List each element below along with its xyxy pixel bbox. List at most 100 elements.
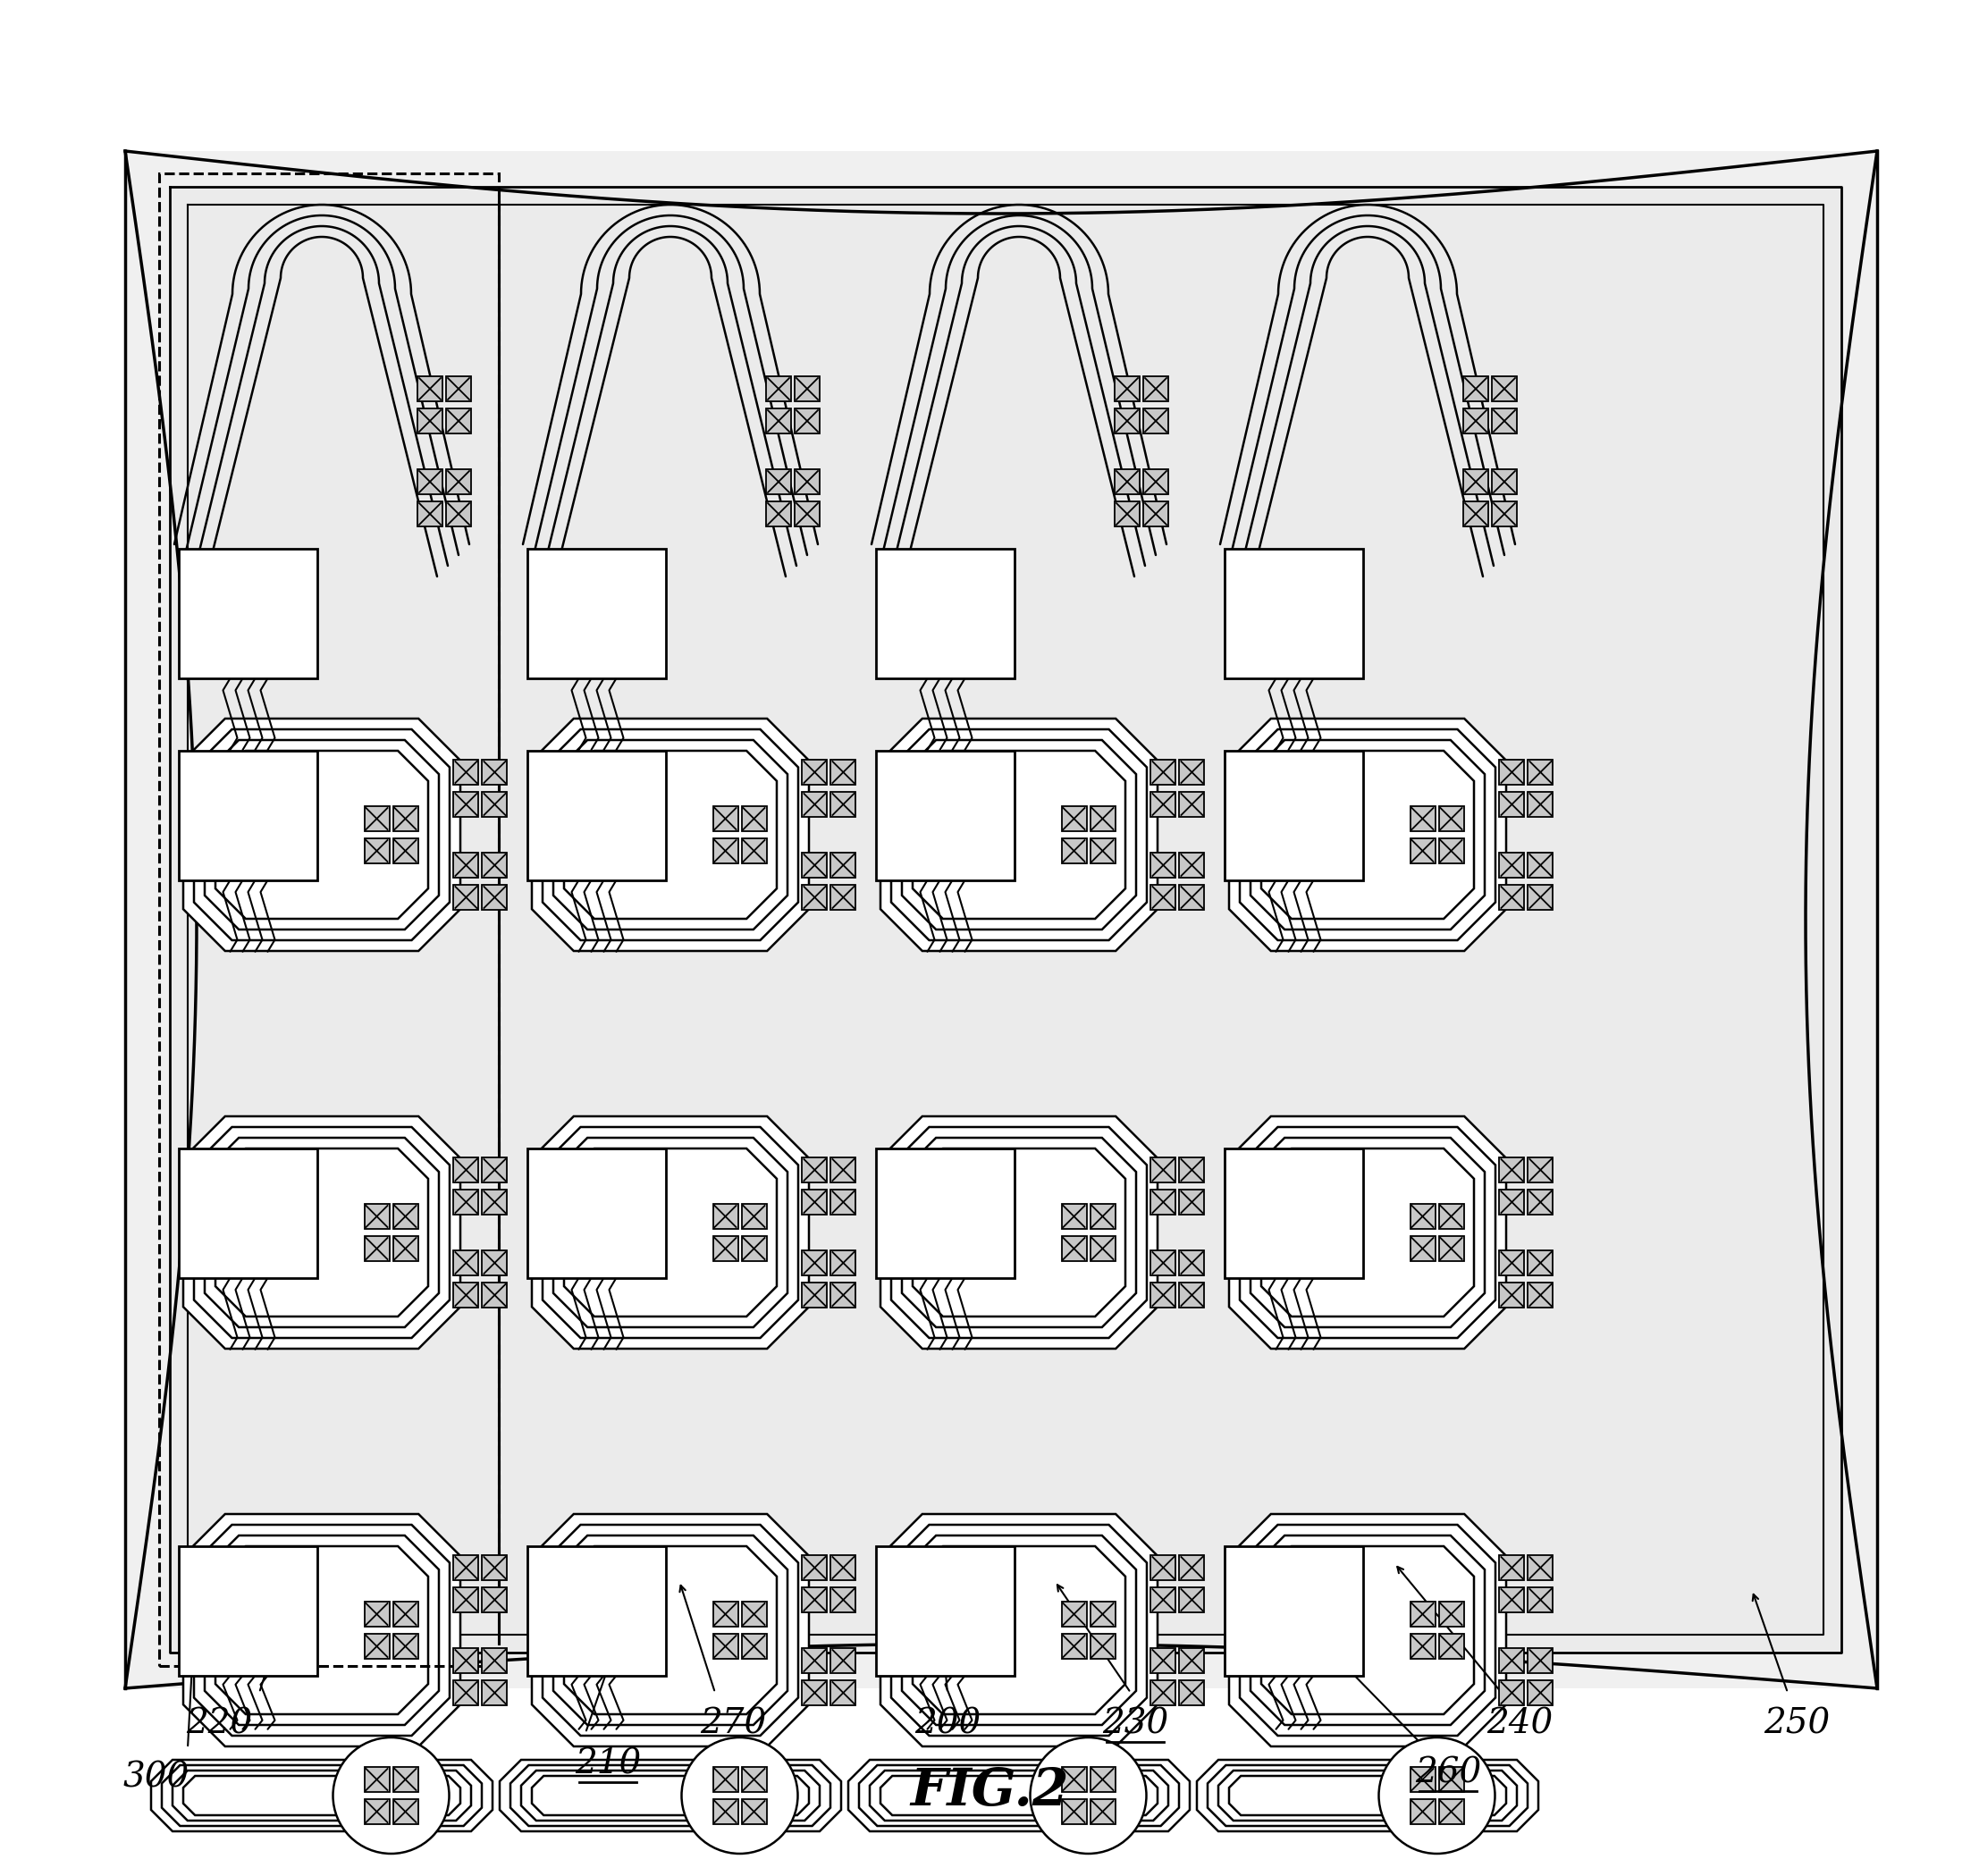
Bar <box>877 1148 1015 1278</box>
Bar <box>831 885 855 910</box>
Bar <box>1179 1251 1205 1276</box>
Bar <box>483 792 507 816</box>
Bar <box>1439 807 1464 831</box>
Bar <box>1411 1799 1435 1823</box>
Bar <box>796 501 819 527</box>
Bar <box>1150 1681 1176 1705</box>
Bar <box>801 760 827 784</box>
Bar <box>364 807 390 831</box>
Bar <box>1411 1236 1435 1261</box>
Polygon shape <box>532 719 809 951</box>
Bar <box>1225 1148 1364 1278</box>
Bar <box>801 1283 827 1308</box>
Bar <box>1500 854 1524 878</box>
Bar <box>1528 1157 1554 1182</box>
Bar <box>453 1189 479 1214</box>
Bar <box>418 469 443 493</box>
Bar <box>1179 885 1205 910</box>
Bar <box>801 1649 827 1673</box>
Polygon shape <box>1197 1760 1538 1831</box>
Text: 270: 270 <box>701 1707 766 1741</box>
Bar <box>178 550 317 679</box>
Bar <box>483 760 507 784</box>
Bar <box>394 807 418 831</box>
Polygon shape <box>184 719 461 951</box>
Bar <box>1150 1251 1176 1276</box>
Bar <box>483 1283 507 1308</box>
Bar <box>742 1799 766 1823</box>
Bar <box>364 1602 390 1626</box>
Bar <box>1500 1189 1524 1214</box>
Polygon shape <box>499 1760 841 1831</box>
Bar <box>394 1602 418 1626</box>
Polygon shape <box>1229 1116 1506 1349</box>
Bar <box>394 839 418 863</box>
Bar <box>796 469 819 493</box>
Bar <box>453 760 479 784</box>
Bar <box>801 1587 827 1611</box>
Bar <box>178 1546 317 1675</box>
Bar <box>1500 792 1524 816</box>
Bar <box>1061 807 1086 831</box>
Bar <box>1150 885 1176 910</box>
Bar <box>801 1251 827 1276</box>
Bar <box>1492 501 1516 527</box>
Polygon shape <box>184 1116 461 1349</box>
Bar <box>1439 1634 1464 1658</box>
Text: 300: 300 <box>123 1762 190 1793</box>
Bar <box>445 377 471 401</box>
Text: 220: 220 <box>186 1707 251 1741</box>
Bar <box>712 1204 738 1229</box>
Bar <box>1500 885 1524 910</box>
Bar <box>877 550 1015 679</box>
Bar <box>453 1555 479 1580</box>
Bar <box>1492 409 1516 433</box>
Bar <box>766 469 792 493</box>
Bar <box>1528 760 1554 784</box>
Bar <box>394 1634 418 1658</box>
Bar <box>1439 1204 1464 1229</box>
Bar <box>1411 1767 1435 1792</box>
Bar <box>526 750 665 880</box>
Bar <box>712 1602 738 1626</box>
Bar <box>1411 1634 1435 1658</box>
Bar <box>1179 854 1205 878</box>
Bar <box>1462 501 1488 527</box>
Bar <box>712 1634 738 1658</box>
Bar <box>1500 1587 1524 1611</box>
Text: 200: 200 <box>914 1707 982 1741</box>
Polygon shape <box>532 1514 809 1747</box>
Bar <box>1061 1799 1086 1823</box>
Bar <box>483 1157 507 1182</box>
Bar <box>483 1649 507 1673</box>
Bar <box>1225 1546 1364 1675</box>
Bar <box>1179 760 1205 784</box>
Bar <box>831 760 855 784</box>
Bar <box>877 1546 1015 1675</box>
Bar <box>801 1189 827 1214</box>
Bar <box>1528 1283 1554 1308</box>
Text: 210: 210 <box>574 1748 641 1780</box>
Bar <box>1500 1649 1524 1673</box>
Bar <box>1179 792 1205 816</box>
Bar <box>742 1204 766 1229</box>
Bar <box>742 1602 766 1626</box>
Bar <box>1492 469 1516 493</box>
Bar <box>742 1767 766 1792</box>
Bar <box>364 1204 390 1229</box>
Bar <box>1144 501 1168 527</box>
Polygon shape <box>881 719 1158 951</box>
Bar <box>1411 839 1435 863</box>
Bar <box>1114 409 1140 433</box>
Bar <box>1500 1283 1524 1308</box>
Bar <box>801 885 827 910</box>
Bar <box>1528 792 1554 816</box>
Bar <box>712 1799 738 1823</box>
Bar <box>483 1681 507 1705</box>
Bar <box>1462 409 1488 433</box>
Circle shape <box>332 1737 449 1853</box>
Bar <box>483 885 507 910</box>
Bar <box>364 839 390 863</box>
Bar <box>1439 1767 1464 1792</box>
Bar <box>1500 1681 1524 1705</box>
